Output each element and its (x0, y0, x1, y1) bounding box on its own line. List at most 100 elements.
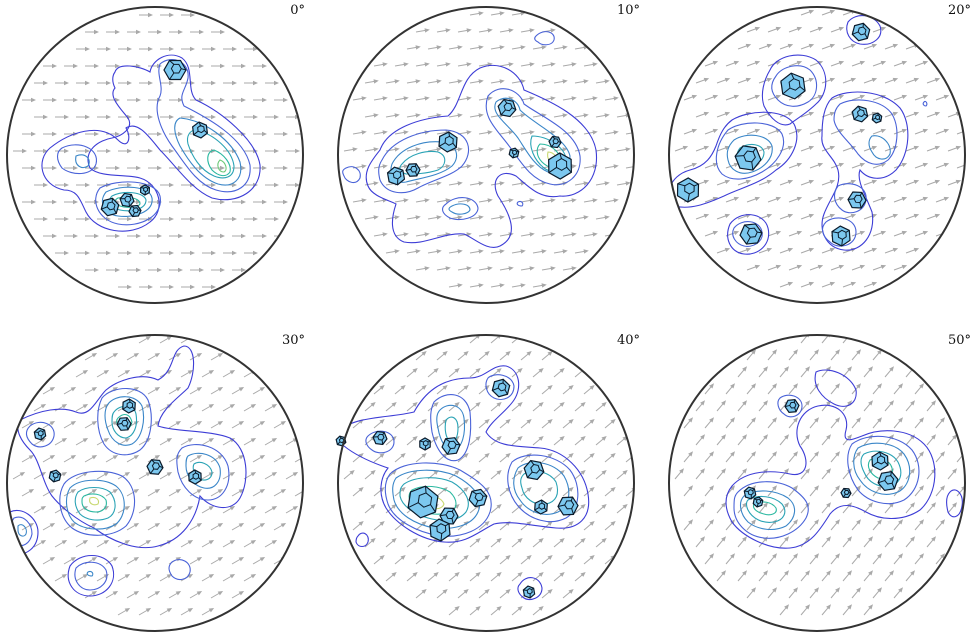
flow-arrow-icon (737, 468, 747, 480)
flow-arrow-icon (541, 589, 553, 599)
flow-arrow-icon (872, 383, 882, 395)
crystal-glyphs (386, 98, 572, 186)
flow-arrow-icon (244, 216, 258, 222)
flow-arrow-icon (788, 417, 798, 429)
hexagonal-crystal-icon (163, 59, 187, 81)
flow-arrow-icon (490, 45, 505, 50)
flow-arrow-icon (553, 572, 565, 582)
flow-arrow-icon (800, 247, 815, 254)
pole-figure-rim (6, 6, 304, 304)
flow-arrow-icon (13, 148, 27, 154)
flow-arrow-icon (21, 489, 35, 497)
flow-arrow-icon (499, 589, 511, 599)
flow-arrow-icon (253, 233, 267, 239)
flow-arrow-icon (253, 165, 267, 171)
flow-arrow-icon (189, 591, 203, 599)
hexagonal-crystal-icon (188, 469, 202, 485)
flow-arrow-icon (126, 455, 140, 463)
flow-arrow-icon (574, 181, 589, 186)
flow-arrow-icon (716, 570, 726, 582)
flow-arrow-icon (863, 145, 878, 152)
flow-arrow-icon (469, 606, 481, 616)
flow-arrow-icon (139, 46, 153, 52)
flow-arrow-icon (232, 267, 246, 273)
flow-arrow-icon (406, 436, 418, 446)
flow-arrow-icon (406, 181, 421, 186)
flow-arrow-icon (884, 179, 899, 186)
flow-arrow-icon (779, 213, 794, 220)
flow-arrow-icon (511, 249, 526, 254)
flow-arrow-icon (574, 402, 586, 412)
flow-arrow-icon (725, 417, 735, 429)
flow-arrow-icon (34, 182, 48, 188)
flow-arrow-icon (147, 557, 161, 565)
flow-arrow-icon (126, 557, 140, 565)
hexagonal-crystal-icon (405, 163, 421, 177)
flow-arrow-icon (704, 60, 719, 67)
flow-arrow-icon (893, 519, 903, 531)
flow-arrow-icon (169, 267, 183, 273)
flow-arrow-icon (583, 130, 598, 135)
flow-arrow-icon (595, 436, 607, 446)
flow-arrow-icon (168, 421, 182, 429)
flow-arrow-icon (394, 232, 409, 237)
flow-arrow-icon (55, 80, 69, 86)
flow-arrow-icon (469, 181, 484, 186)
flow-arrow-icon (264, 438, 278, 446)
flow-arrow-icon (252, 557, 266, 565)
flow-arrow-icon (76, 80, 90, 86)
flow-arrow-icon (821, 77, 836, 84)
flow-arrow-icon (553, 45, 568, 50)
flow-arrow-icon (457, 96, 472, 101)
flow-arrow-icon (830, 264, 845, 271)
flow-arrow-icon (159, 574, 173, 582)
flow-arrow-icon (884, 434, 894, 446)
flow-arrow-icon (758, 145, 773, 152)
flow-arrow-icon (625, 487, 634, 497)
flow-arrow-icon (725, 128, 740, 135)
flow-arrow-icon (863, 213, 878, 220)
flow-arrow-icon (737, 43, 752, 50)
hexagonal-crystal-icon (497, 98, 517, 118)
flow-arrow-icon (159, 506, 173, 514)
flow-arrow-icon (863, 400, 873, 412)
flow-arrow-icon (758, 400, 768, 412)
flow-arrow-icon (914, 485, 924, 497)
flow-arrow-icon (746, 264, 761, 271)
flow-arrow-icon (373, 555, 385, 565)
flow-arrow-icon (265, 80, 279, 86)
flow-arrow-icon (138, 608, 152, 616)
flow-arrow-icon (373, 96, 388, 101)
flow-arrow-icon (352, 130, 367, 135)
flow-arrow-icon (85, 97, 99, 103)
flow-arrow-icon (520, 555, 532, 565)
flow-arrow-icon (583, 555, 595, 565)
flow-arrow-icon (788, 383, 798, 395)
hexagonal-crystal-icon (780, 72, 806, 100)
flow-arrow-icon (935, 519, 945, 531)
flow-arrow-icon (800, 9, 815, 16)
flow-arrow-icon (809, 264, 824, 271)
flow-arrow-icon (809, 553, 819, 565)
flow-arrow-icon (138, 540, 152, 548)
flow-arrow-icon (520, 62, 535, 67)
flow-arrow-icon (243, 540, 257, 548)
flow-arrow-icon (872, 230, 887, 237)
flow-arrow-icon (118, 46, 132, 52)
flow-arrow-icon (34, 148, 48, 154)
flow-arrow-icon (767, 349, 777, 361)
flow-arrow-icon (499, 555, 511, 565)
flow-arrow-icon (562, 232, 577, 237)
flow-arrow-icon (553, 249, 568, 254)
flow-arrow-icon (914, 553, 924, 565)
flow-arrow-icon (189, 523, 203, 531)
flow-arrow-icon (893, 451, 903, 463)
flow-arrow-icon (788, 162, 803, 169)
flow-arrow-icon (821, 179, 836, 186)
flow-arrow-icon (884, 43, 899, 50)
flow-arrow-icon (830, 196, 845, 203)
flow-arrow-icon (448, 181, 463, 186)
flow-arrow-icon (511, 215, 526, 220)
flow-arrow-icon (343, 147, 358, 152)
flow-arrow-icon (520, 28, 535, 33)
